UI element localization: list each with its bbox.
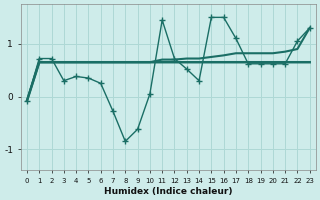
X-axis label: Humidex (Indice chaleur): Humidex (Indice chaleur): [104, 187, 233, 196]
